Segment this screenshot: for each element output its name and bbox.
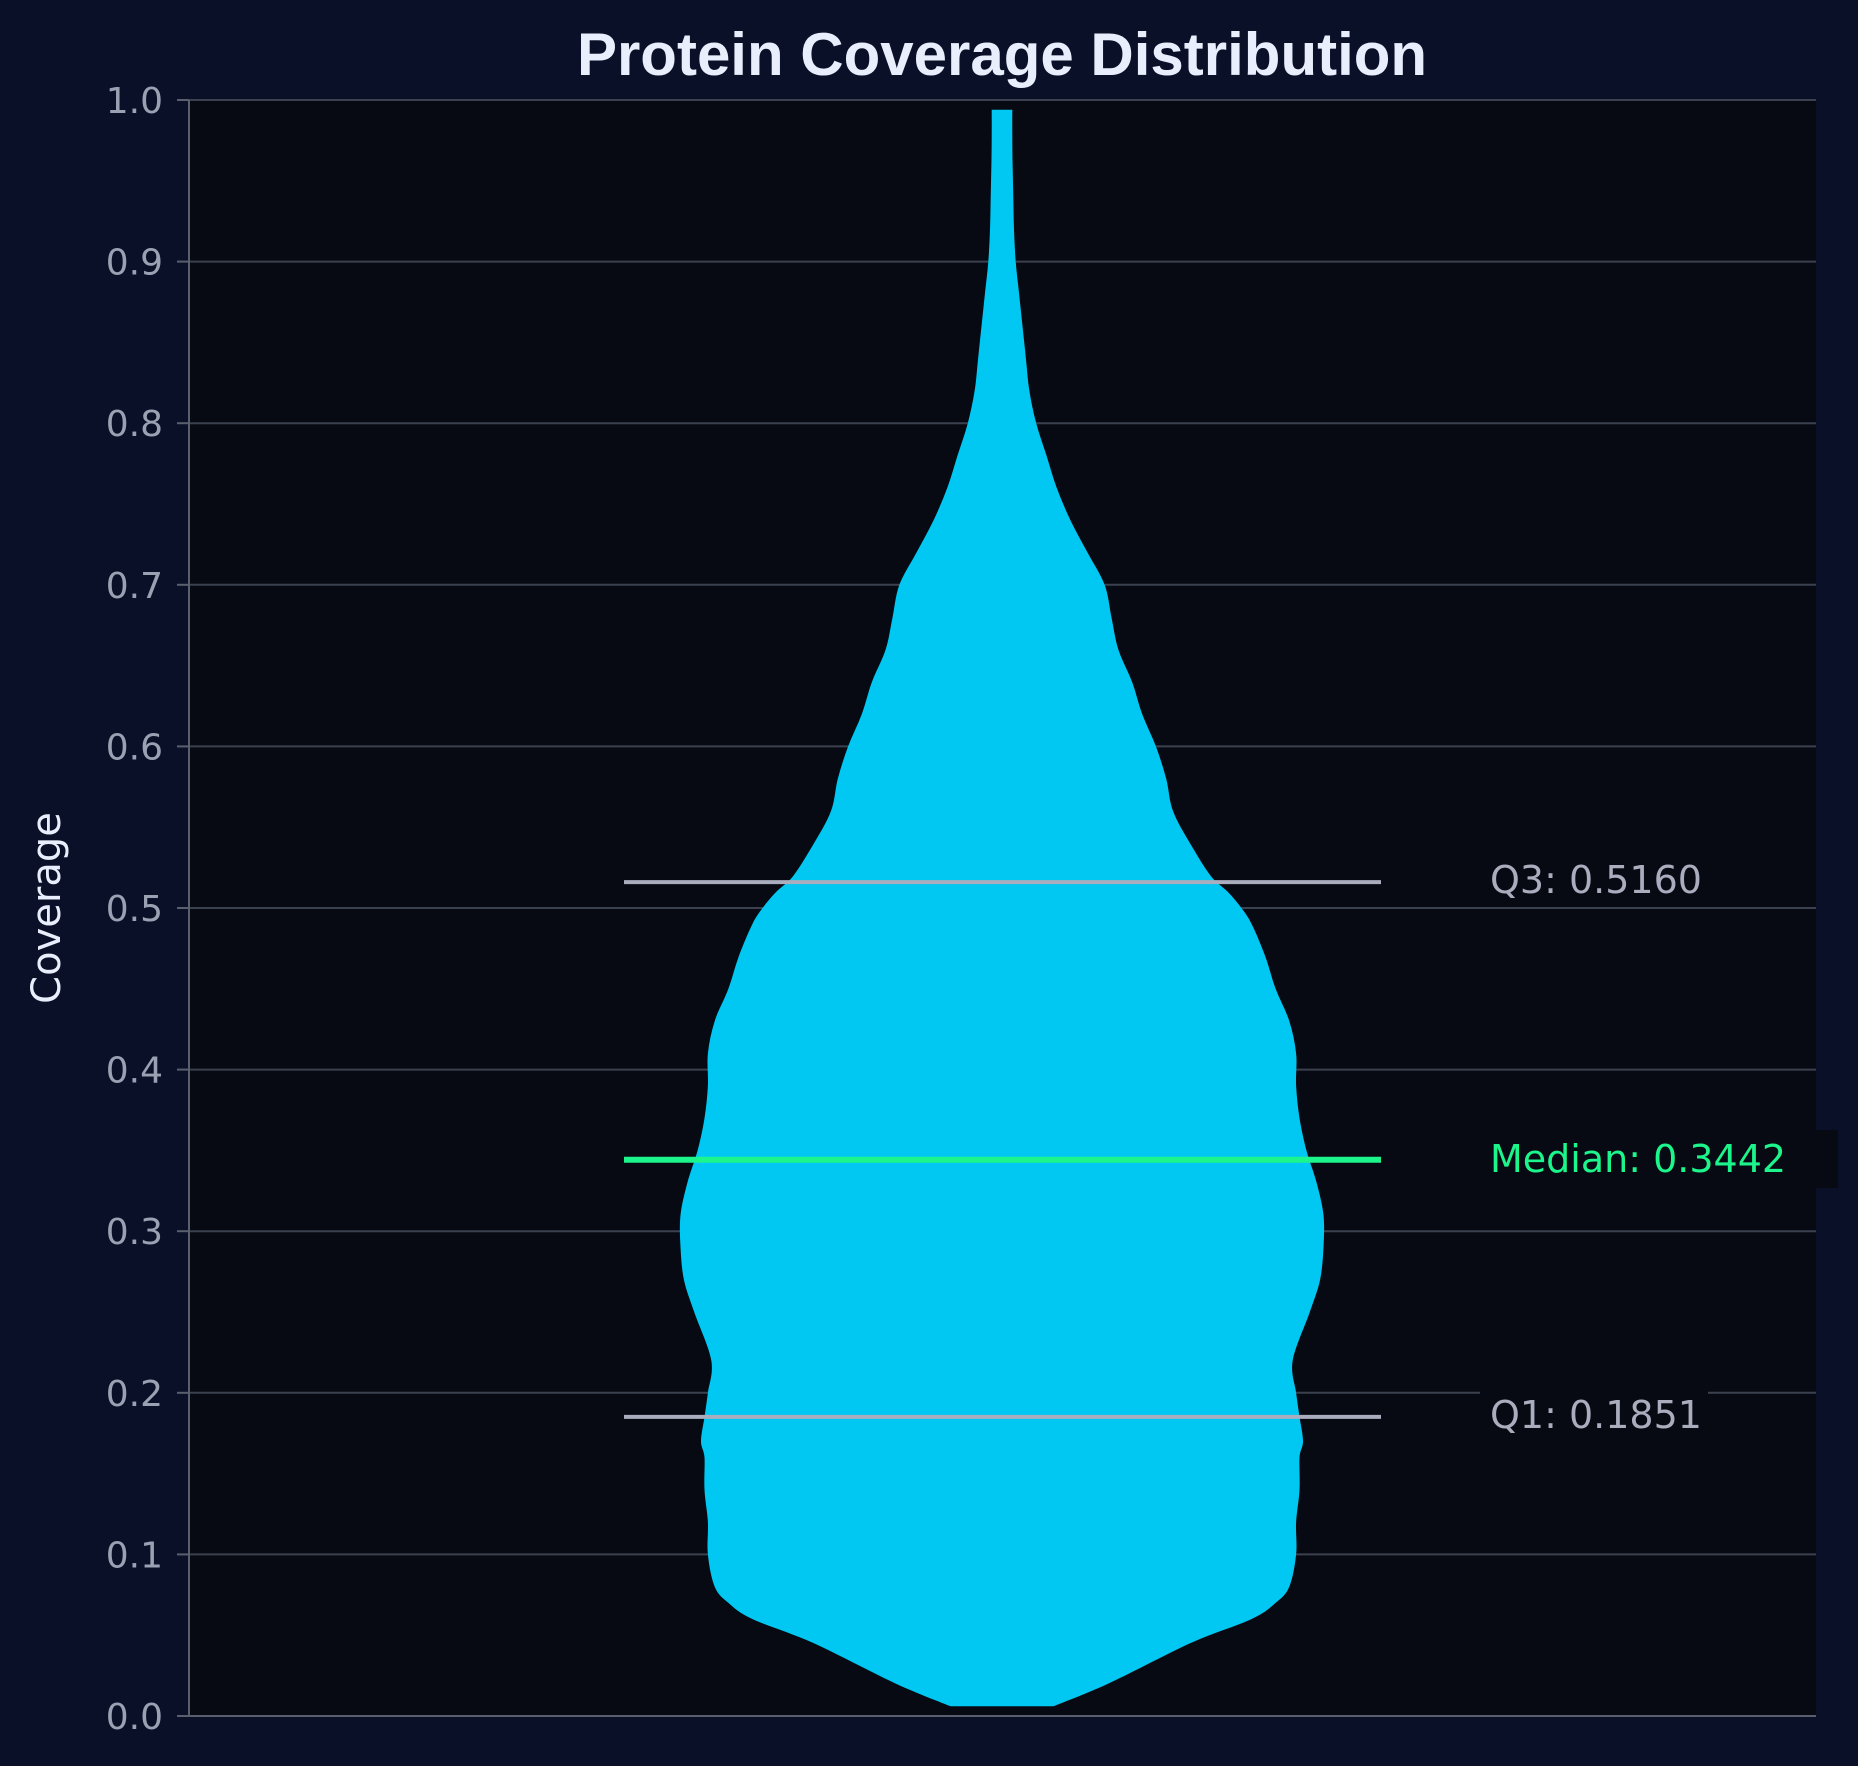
median-annotation: Median: 0.3442 — [1490, 1137, 1786, 1181]
y-tick-label: 0.8 — [106, 404, 163, 445]
y-ticks: 0.0 0.1 0.2 0.3 0.4 0.5 0.6 0.7 0.8 0.9 1.0 — [106, 81, 189, 1738]
y-tick-label: 0.1 — [106, 1535, 163, 1576]
y-tick-label: 0.9 — [106, 243, 163, 284]
y-axis-label: Coverage — [24, 812, 70, 1004]
y-tick-label: 1.0 — [106, 81, 163, 122]
statistic-lines — [624, 880, 1381, 1419]
chart-title: Protein Coverage Distribution — [577, 21, 1427, 88]
q1-label-background — [1480, 1386, 1708, 1442]
y-tick-label: 0.4 — [106, 1051, 163, 1092]
q1-annotation: Q1: 0.1851 — [1490, 1393, 1702, 1437]
y-tick-label: 0.6 — [106, 727, 163, 768]
y-tick-label: 0.7 — [106, 566, 163, 607]
median-label-background — [1480, 1130, 1838, 1188]
violin-body — [679, 109, 1325, 1707]
y-tick-label: 0.0 — [106, 1697, 163, 1738]
q3-annotation: Q3: 0.5160 — [1490, 858, 1702, 902]
q3-label-background — [1480, 850, 1732, 906]
y-tick-label: 0.3 — [106, 1212, 163, 1253]
y-tick-label: 0.5 — [106, 889, 163, 930]
y-tick-label: 0.2 — [106, 1374, 163, 1415]
